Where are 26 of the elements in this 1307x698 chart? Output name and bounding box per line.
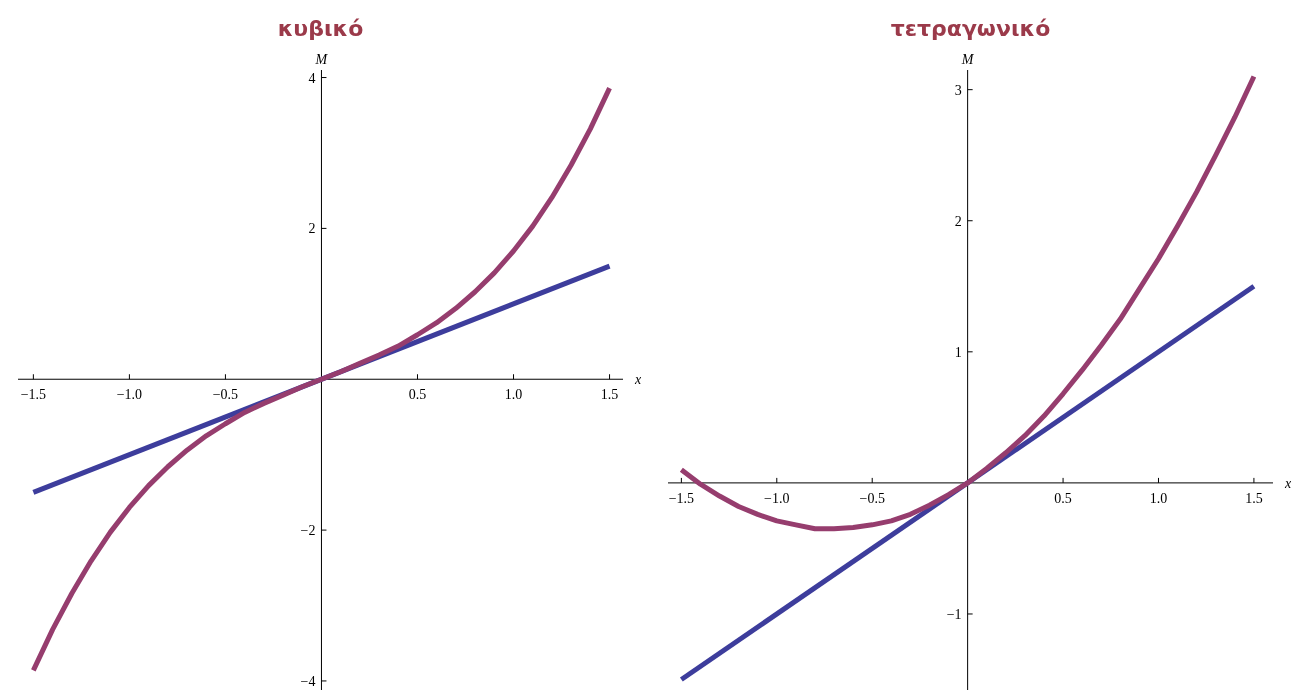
x-tick-label: 0.5 <box>1054 490 1072 506</box>
x-tick-label: 1.0 <box>504 387 523 403</box>
y-tick-label: −1 <box>946 606 962 622</box>
y-tick-label: 4 <box>308 70 316 86</box>
y-tick-label: 1 <box>954 344 962 360</box>
x-tick-label: −0.5 <box>859 490 885 506</box>
y-axis-title: M <box>314 52 329 67</box>
x-tick-label: 1.5 <box>1245 490 1263 506</box>
y-tick-label: 2 <box>954 213 962 229</box>
x-axis-title: x <box>1284 475 1292 491</box>
x-tick-label: −1.5 <box>20 387 47 403</box>
x-tick-label: −1.5 <box>668 490 695 506</box>
x-tick-label: −0.5 <box>212 387 239 403</box>
chart-title: κυβικό <box>277 16 364 41</box>
x-tick-label: 0.5 <box>408 387 427 403</box>
y-tick-label: 3 <box>954 82 962 98</box>
y-tick-label: 2 <box>308 221 316 237</box>
x-axis-title: x <box>634 372 642 388</box>
y-tick-label: −4 <box>300 673 316 689</box>
x-tick-label: −1.0 <box>764 490 790 506</box>
x-tick-label: −1.0 <box>116 387 143 403</box>
y-tick-label: −2 <box>300 523 316 539</box>
x-tick-label: 1.5 <box>600 387 619 403</box>
chart-title: τετραγωνικό <box>890 16 1051 41</box>
y-axis-title: M <box>960 52 975 67</box>
x-tick-label: 1.0 <box>1149 490 1168 506</box>
